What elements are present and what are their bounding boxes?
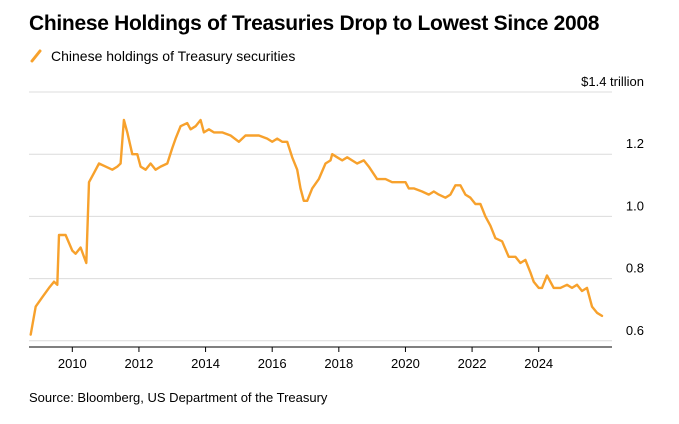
x-tick-label: 2022	[458, 356, 487, 371]
x-tick-label: 2018	[324, 356, 353, 371]
y-tick-label: $1.4 trillion	[581, 74, 644, 89]
x-tick-label: 2010	[58, 356, 87, 371]
series-line	[29, 118, 604, 336]
x-tick-label: 2020	[391, 356, 420, 371]
legend-line-icon	[30, 49, 42, 63]
y-tick-label: 1.0	[626, 198, 644, 213]
source-note: Source: Bloomberg, US Department of the …	[29, 390, 328, 405]
x-tick-label: 2024	[524, 356, 553, 371]
x-tick-label: 2016	[258, 356, 287, 371]
legend: Chinese holdings of Treasury securities	[29, 48, 295, 64]
x-tick-label: 2012	[124, 356, 153, 371]
y-tick-label: 0.8	[626, 261, 644, 276]
chart-title: Chinese Holdings of Treasuries Drop to L…	[29, 12, 600, 35]
y-tick-label: 0.6	[626, 323, 644, 338]
x-tick-label: 2014	[191, 356, 220, 371]
y-tick-label: 1.2	[626, 136, 644, 151]
legend-label: Chinese holdings of Treasury securities	[51, 48, 296, 64]
